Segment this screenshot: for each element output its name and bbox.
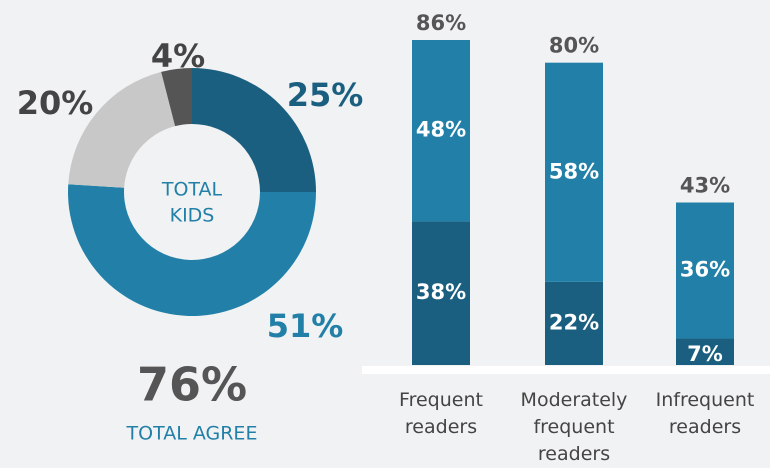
center-label: TOTAL <box>161 179 223 201</box>
slice-label: 51% <box>267 307 344 345</box>
donut-slice <box>161 68 192 127</box>
center-label: KIDS <box>170 205 215 227</box>
donut-slice <box>67 184 317 317</box>
segment-label: 22% <box>549 310 599 334</box>
slice-label: 25% <box>287 76 364 114</box>
total-label: TOTAL AGREE <box>126 423 258 445</box>
donut-slice <box>192 68 316 192</box>
segment-label: 38% <box>416 280 466 304</box>
bar-segment <box>412 40 470 222</box>
segment-label: 36% <box>680 258 730 282</box>
segment-label: 7% <box>687 342 723 366</box>
slice-label: 4% <box>151 37 205 75</box>
bar-segment <box>412 221 470 365</box>
bar-segment <box>545 281 603 365</box>
bar-segment <box>545 62 603 282</box>
baseline <box>362 366 770 374</box>
x-tick-label: Frequent readers <box>399 389 483 438</box>
segment-label: 58% <box>549 159 599 183</box>
total-label: 43% <box>680 174 730 198</box>
x-tick-label: Moderately frequent readers <box>521 389 628 465</box>
segment-label: 48% <box>416 118 466 142</box>
total-label: 80% <box>549 34 599 58</box>
x-tick-label: Infrequent readers <box>656 389 755 438</box>
slice-label: 20% <box>17 84 94 122</box>
bar-segment <box>676 338 734 365</box>
donut-slice <box>68 71 176 188</box>
total-value: 76% <box>137 358 247 412</box>
total-label: 86% <box>416 11 466 35</box>
bar-segment <box>676 202 734 339</box>
